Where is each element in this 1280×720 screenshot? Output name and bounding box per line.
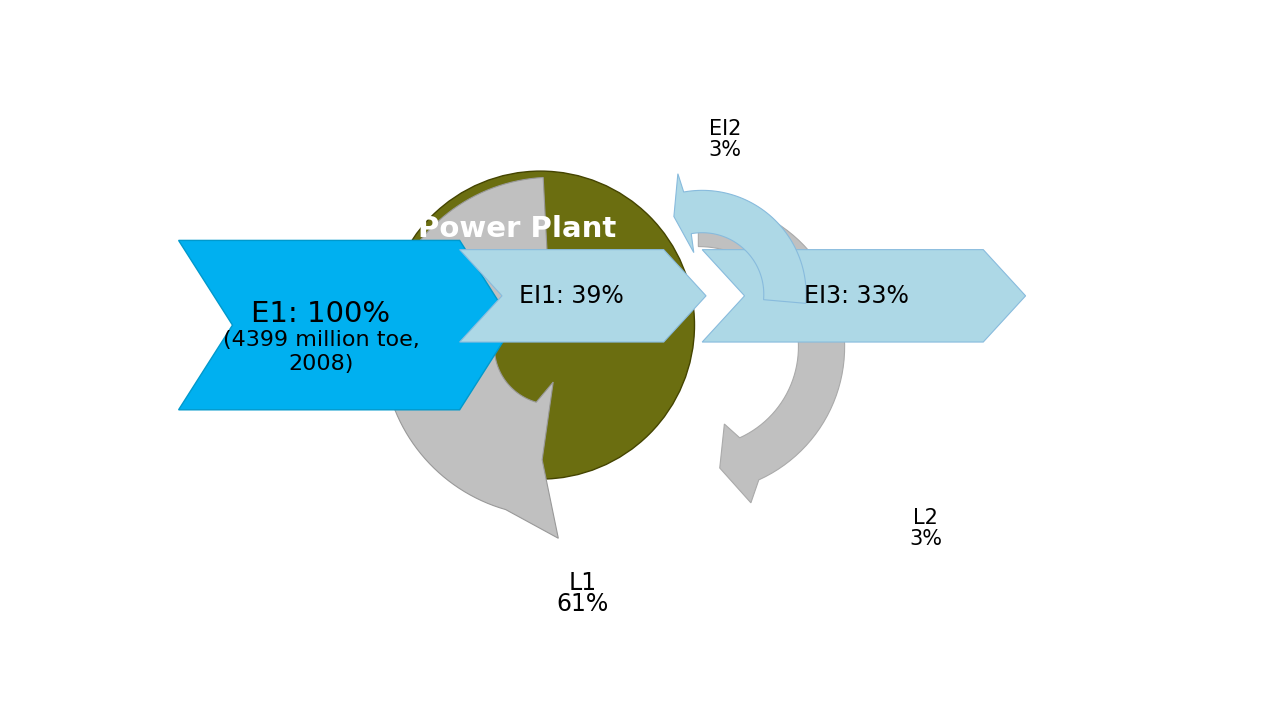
Text: Power Plant: Power Plant xyxy=(419,215,617,243)
Text: E1: 100%: E1: 100% xyxy=(251,300,390,328)
Text: EI2: EI2 xyxy=(709,119,741,139)
Text: 3%: 3% xyxy=(909,529,942,549)
Polygon shape xyxy=(383,178,558,539)
Text: 2008): 2008) xyxy=(288,354,353,374)
Circle shape xyxy=(387,171,695,479)
Text: L2: L2 xyxy=(913,508,938,528)
Text: L1: L1 xyxy=(568,571,596,595)
Polygon shape xyxy=(673,174,806,303)
Polygon shape xyxy=(460,250,707,342)
Text: EI1: 39%: EI1: 39% xyxy=(518,284,623,308)
Polygon shape xyxy=(703,250,1025,342)
Text: 61%: 61% xyxy=(557,592,609,616)
Text: (4399 million toe,: (4399 million toe, xyxy=(223,330,420,351)
Text: 3%: 3% xyxy=(709,140,742,161)
Polygon shape xyxy=(699,200,845,503)
Polygon shape xyxy=(179,240,513,410)
Text: EI3: 33%: EI3: 33% xyxy=(804,284,909,308)
